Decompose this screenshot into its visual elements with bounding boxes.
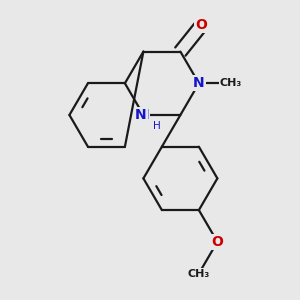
Text: CH₃: CH₃ bbox=[188, 268, 210, 278]
Text: N: N bbox=[135, 108, 147, 122]
Text: N: N bbox=[193, 76, 205, 90]
Text: N: N bbox=[138, 108, 149, 122]
Text: H: H bbox=[153, 121, 160, 130]
Text: O: O bbox=[196, 18, 208, 32]
Text: O: O bbox=[212, 235, 223, 249]
Text: CH₃: CH₃ bbox=[220, 78, 242, 88]
